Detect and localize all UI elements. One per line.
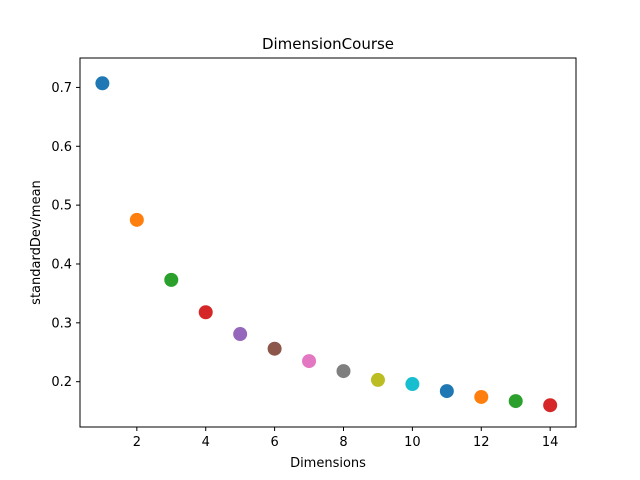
y-tick-label: 0.5 xyxy=(51,199,72,214)
x-tick-label: 4 xyxy=(202,435,210,450)
x-tick-label: 2 xyxy=(133,435,141,450)
y-tick-label: 0.6 xyxy=(51,140,72,155)
x-tick-label: 10 xyxy=(404,435,421,450)
data-point-6 xyxy=(267,341,282,356)
y-tick-label: 0.4 xyxy=(51,257,72,272)
x-tick-label: 6 xyxy=(270,435,278,450)
chart-title: DimensionCourse xyxy=(262,35,394,53)
y-axis-ticks: 0.2 0.3 0.4 0.5 0.6 0.7 xyxy=(51,81,80,390)
x-axis-ticks: 2 4 6 8 10 12 14 xyxy=(133,427,559,450)
x-tick-label: 8 xyxy=(339,435,347,450)
y-axis-label: standardDev/mean xyxy=(29,180,44,305)
x-tick-label: 12 xyxy=(473,435,490,450)
data-point-12 xyxy=(474,389,489,404)
data-point-14 xyxy=(543,398,558,413)
data-point-11 xyxy=(439,384,454,399)
data-point-1 xyxy=(95,76,110,91)
data-point-5 xyxy=(233,327,248,342)
data-point-2 xyxy=(129,212,144,227)
data-point-13 xyxy=(508,394,523,409)
data-point-7 xyxy=(302,354,317,369)
x-axis-label: Dimensions xyxy=(290,456,366,471)
data-points xyxy=(95,76,558,413)
axes-frame xyxy=(79,57,577,428)
y-tick-label: 0.3 xyxy=(51,316,72,331)
data-point-10 xyxy=(405,377,420,392)
y-tick-label: 0.7 xyxy=(51,81,72,96)
data-point-9 xyxy=(370,372,385,387)
x-tick-label: 14 xyxy=(542,435,559,450)
data-point-8 xyxy=(336,364,351,379)
data-point-3 xyxy=(164,272,179,287)
data-point-4 xyxy=(198,305,213,320)
y-tick-label: 0.2 xyxy=(51,375,72,390)
plot-area: 2 4 6 8 10 12 14 0.2 0.3 0.4 0.5 0.6 0.7 xyxy=(51,57,577,450)
